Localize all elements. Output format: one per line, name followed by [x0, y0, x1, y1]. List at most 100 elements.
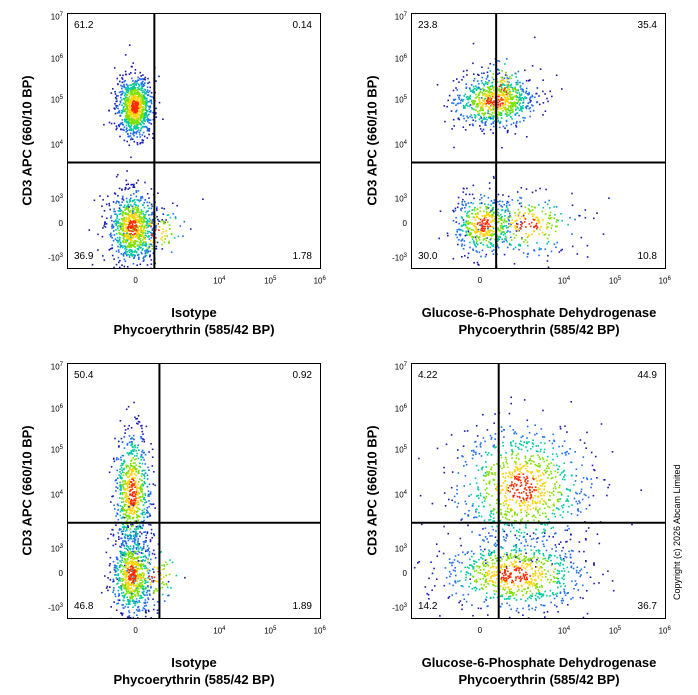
event-dot — [481, 215, 484, 217]
event-dot — [147, 236, 149, 238]
event-dot — [139, 575, 141, 578]
event-dot — [131, 442, 133, 445]
event-dot — [140, 484, 143, 487]
event-dot — [126, 483, 129, 486]
event-dot — [480, 115, 482, 118]
event-dot — [174, 216, 177, 218]
event-dot — [147, 129, 149, 131]
event-dot — [135, 191, 138, 194]
event-dot — [149, 578, 151, 580]
event-dot — [156, 206, 158, 208]
event-dot — [547, 217, 550, 219]
event-dot — [493, 218, 496, 220]
event-dot — [517, 99, 520, 101]
event-dot — [149, 99, 152, 102]
event-dot — [140, 574, 143, 577]
event-dot — [152, 132, 154, 135]
event-dot — [141, 513, 144, 516]
event-dot — [488, 223, 490, 225]
event-dot — [133, 561, 135, 563]
event-dot — [135, 562, 138, 564]
event-dot — [124, 585, 127, 587]
event-dot — [145, 591, 148, 594]
dot-cloud — [68, 364, 320, 618]
event-dot — [135, 552, 137, 555]
event-dot — [103, 123, 105, 126]
event-dot — [520, 221, 522, 223]
event-dot — [146, 193, 149, 195]
event-dot — [131, 255, 134, 257]
event-dot — [462, 204, 464, 206]
event-dot — [529, 98, 531, 101]
event-dot — [508, 102, 510, 104]
event-dot — [144, 254, 147, 257]
event-dot — [115, 229, 117, 231]
event-dot — [116, 565, 118, 567]
event-dot — [510, 244, 512, 246]
event-dot — [507, 109, 510, 112]
event-dot — [132, 573, 134, 576]
event-dot — [117, 83, 119, 86]
event-dot — [502, 102, 504, 105]
event-dot — [534, 218, 537, 221]
event-dot — [142, 102, 145, 105]
event-dot — [513, 263, 516, 265]
event-dot — [129, 481, 132, 483]
event-dot — [533, 230, 535, 232]
event-dot — [490, 200, 493, 202]
event-dot — [130, 595, 133, 597]
event-dot — [504, 238, 507, 241]
event-dot — [132, 595, 134, 598]
event-dot — [133, 213, 136, 215]
event-dot — [464, 210, 466, 213]
event-dot — [148, 223, 150, 225]
event-dot — [527, 80, 530, 82]
event-dot — [585, 530, 588, 532]
event-dot — [483, 210, 485, 213]
event-dot — [137, 83, 140, 85]
event-dot — [561, 88, 563, 90]
event-dot — [140, 479, 143, 482]
event-dot — [102, 227, 104, 229]
event-dot — [144, 252, 147, 255]
event-dot — [139, 107, 142, 110]
event-dot — [489, 514, 491, 516]
event-dot — [496, 108, 499, 110]
event-dot — [140, 213, 142, 215]
event-dot — [139, 525, 142, 528]
event-dot — [120, 537, 122, 540]
event-dot — [560, 213, 562, 215]
event-dot — [202, 198, 204, 200]
event-dot — [141, 196, 144, 199]
event-dot — [479, 221, 481, 224]
event-dot — [517, 89, 519, 92]
event-dot — [117, 477, 119, 480]
event-dot — [474, 223, 476, 225]
event-dot — [502, 94, 504, 97]
event-dot — [460, 99, 462, 102]
event-dot — [514, 95, 516, 97]
event-dot — [482, 222, 485, 225]
event-dot — [123, 85, 125, 88]
event-dot — [142, 109, 144, 112]
event-dot — [519, 81, 521, 84]
event-dot — [471, 223, 473, 225]
event-dot — [484, 216, 487, 218]
event-dot — [136, 455, 138, 457]
event-dot — [119, 222, 122, 224]
event-dot — [128, 256, 131, 258]
event-dot — [118, 446, 120, 448]
event-dot — [127, 465, 129, 467]
event-dot — [150, 102, 153, 105]
event-dot — [121, 226, 124, 228]
event-dot — [487, 94, 490, 97]
event-dot — [127, 550, 130, 553]
event-dot — [127, 85, 129, 88]
event-dot — [529, 115, 531, 118]
event-dot — [561, 219, 563, 222]
event-dot — [116, 239, 118, 242]
event-dot — [571, 233, 573, 235]
event-dot — [134, 579, 136, 582]
event-dot — [118, 201, 120, 204]
event-dot — [144, 181, 146, 184]
